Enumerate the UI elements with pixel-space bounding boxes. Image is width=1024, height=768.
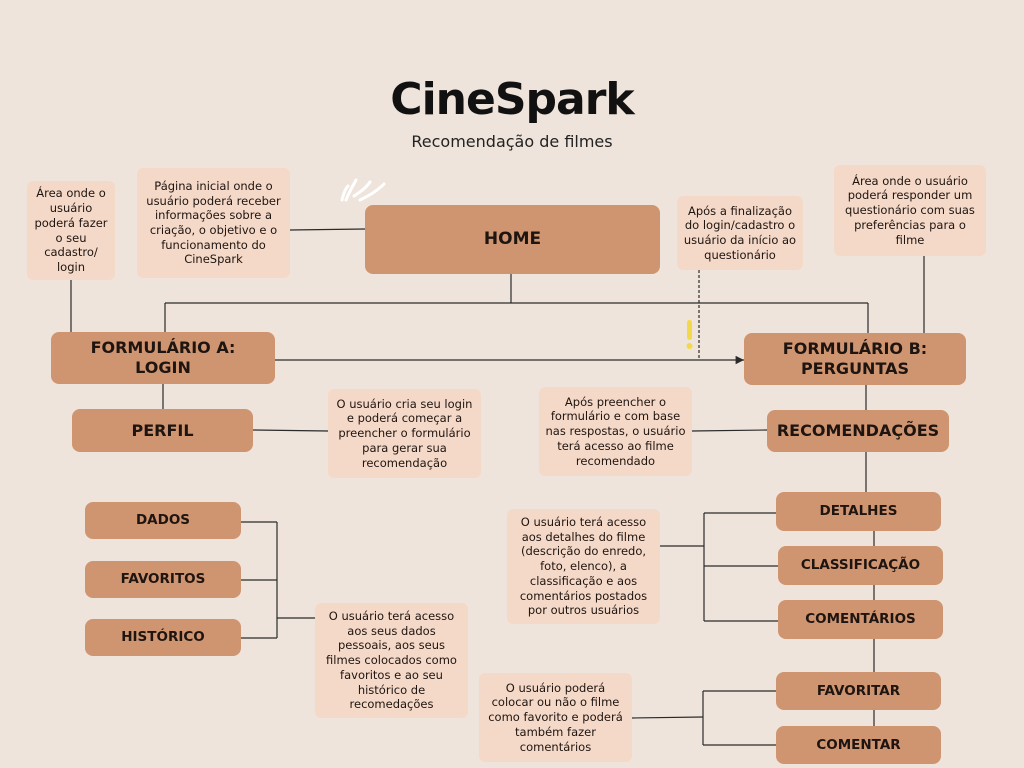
connector-home-note [289,228,366,231]
dados-node[interactable]: DADOS [85,502,241,539]
comentarios-node[interactable]: COMENTÁRIOS [778,600,943,639]
handdrawn-sparkle-icon [340,178,386,202]
home-description-note: Página inicial onde o usuário poderá rec… [137,168,290,278]
formulario-b-label: FORMULÁRIO B: PERGUNTAS [782,339,928,378]
detalhes-description-note: O usuário terá acesso aos detalhes do fi… [507,509,660,624]
perfil-description-note: O usuário cria seu login e poderá começa… [328,389,481,478]
comentar-node[interactable]: COMENTAR [776,726,941,764]
connector-recomendacoes-note [691,429,768,432]
after-login-note: Após a finalização do login/cadastro o u… [677,196,803,270]
questionnaire-note: Área onde o usuário poderá responder um … [834,165,986,256]
page-subtitle: Recomendação de filmes [411,132,613,151]
historico-node[interactable]: HISTÓRICO [85,619,241,656]
favoritar-node[interactable]: FAVORITAR [776,672,941,710]
dados-description-note: O usuário terá acesso aos seus dados pes… [315,603,468,718]
formulario-b-node[interactable]: FORMULÁRIO B: PERGUNTAS [744,333,966,385]
perfil-node[interactable]: PERFIL [72,409,253,452]
home-node[interactable]: HOME [365,205,660,274]
recomendacoes-node[interactable]: RECOMENDAÇÕES [767,410,949,452]
formulario-a-node[interactable]: FORMULÁRIO A: LOGIN [51,332,275,384]
favoritos-node[interactable]: FAVORITOS [85,561,241,598]
page-title: CineSpark [390,74,634,125]
bracket-bottom-to-note [631,716,704,719]
classificacao-node[interactable]: CLASSIFICAÇÃO [778,546,943,585]
recomendacoes-description-note: Após preencher o formulário e com base n… [539,387,692,476]
formulario-a-label: FORMULÁRIO A: LOGIN [90,338,236,377]
detalhes-node[interactable]: DETALHES [776,492,941,531]
connector-perfil-note [252,429,329,432]
login-area-note: Área onde o usuário poderá fazer o seu c… [27,181,115,280]
favoritar-description-note: O usuário poderá colocar ou não o filme … [479,673,632,762]
exclamation-icon [686,320,693,349]
